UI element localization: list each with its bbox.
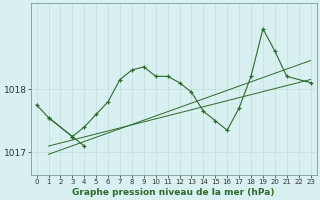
X-axis label: Graphe pression niveau de la mer (hPa): Graphe pression niveau de la mer (hPa) — [72, 188, 275, 197]
